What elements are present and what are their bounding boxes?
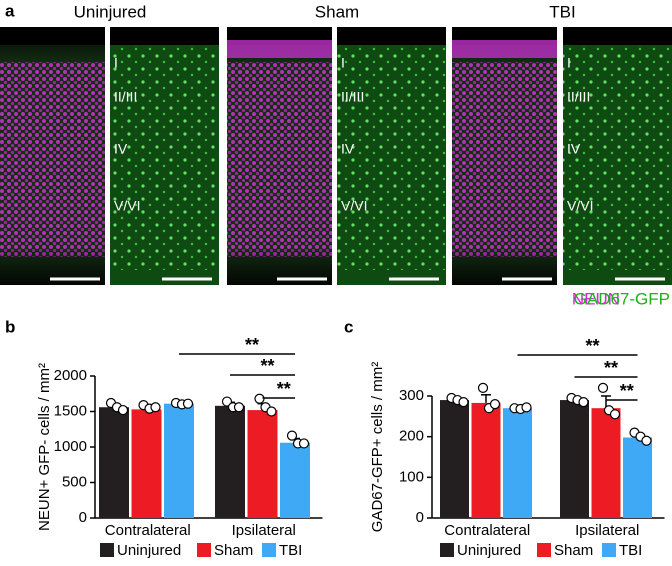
bar: [560, 400, 589, 518]
bar: [503, 408, 532, 518]
y-tick-label: 100: [399, 468, 424, 485]
layer-label: I: [567, 55, 571, 71]
gfp-cells: [110, 45, 219, 270]
group-label: TBI: [549, 2, 575, 21]
bar: [164, 403, 194, 518]
y-tick-label: 1500: [54, 402, 87, 419]
significance-label: **: [277, 379, 291, 399]
legend-gfp: GAD67-GFP: [574, 289, 670, 308]
x-tick-label: Contralateral: [105, 522, 191, 539]
y-tick-label: 0: [416, 509, 424, 526]
group-label: Sham: [315, 2, 359, 21]
significance-label: **: [260, 356, 274, 376]
bar: [591, 408, 621, 518]
legend-label: Sham: [214, 542, 253, 559]
legend-label: TBI: [279, 542, 302, 559]
bar: [280, 442, 310, 518]
y-tick-label: 0: [79, 509, 87, 526]
bar: [247, 410, 278, 518]
data-point: [298, 438, 310, 449]
layer-label: V/VI: [114, 198, 140, 214]
legend-label: Uninjured: [457, 542, 521, 559]
legend-label: Sham: [554, 542, 593, 559]
panel-label: b: [5, 317, 15, 336]
image-top: [0, 27, 105, 45]
significance-label: **: [620, 381, 634, 401]
y-tick-label: 2000: [54, 367, 87, 384]
y-axis-label: GAD67-GFP+ cells / mm²: [369, 362, 386, 532]
data-point: [641, 435, 652, 446]
data-point: [150, 402, 161, 413]
micrographs: Uninjured I II/III IV V/VI Sham I II/III IV V/VI T…: [0, 2, 672, 285]
injury-surface: [227, 40, 332, 58]
legend-label: TBI: [619, 542, 642, 559]
data-point: [521, 402, 532, 413]
legend-neun: NEUN: [572, 289, 620, 308]
x-tick-label: Ipsilateral: [575, 522, 639, 539]
data-point: [117, 404, 129, 416]
gfp-cells: [337, 45, 446, 270]
layer-label: I: [341, 55, 345, 71]
bar: [131, 409, 162, 518]
image-top: [110, 27, 219, 45]
y-tick-label: 300: [399, 387, 424, 404]
image-top: [337, 27, 446, 45]
x-tick-label: Ipsilateral: [232, 522, 296, 539]
data-point: [458, 397, 469, 408]
layer-label: IV: [114, 141, 128, 157]
bar: [99, 407, 129, 518]
layer-label: IV: [341, 141, 355, 157]
layer-label: IV: [567, 141, 581, 157]
data-point: [182, 398, 194, 409]
group-label: Uninjured: [74, 2, 147, 21]
legend-swatch: [197, 543, 211, 557]
data-point: [578, 397, 589, 408]
image-shade: [227, 27, 332, 285]
data-point: [609, 409, 621, 420]
significance-label: **: [245, 335, 259, 355]
layer-label: V/VI: [567, 198, 593, 214]
legend-label: Uninjured: [117, 542, 181, 559]
data-point: [477, 382, 489, 393]
image-shade: [452, 27, 557, 285]
bar: [440, 400, 469, 518]
image-top: [563, 27, 672, 45]
data-point: [286, 430, 298, 441]
legend-swatch: [602, 543, 616, 557]
layer-label: II/III: [567, 89, 590, 105]
image-shade: [0, 27, 105, 285]
legend-swatch: [440, 543, 454, 557]
y-axis-label: NEUN+ GFP- cells / mm²: [36, 363, 53, 531]
x-tick-label: Contralateral: [444, 522, 530, 539]
y-tick-label: 200: [399, 428, 424, 445]
y-tick-label: 1000: [54, 438, 87, 455]
legend-swatch: [262, 543, 276, 557]
bar: [215, 405, 245, 518]
significance-label: **: [585, 336, 599, 356]
data-point: [233, 402, 245, 413]
layer-label: V/VI: [341, 198, 367, 214]
layer-label: I: [114, 55, 118, 71]
legend-swatch: [100, 543, 114, 557]
data-point: [597, 382, 609, 393]
legend-swatch: [537, 543, 551, 557]
data-point: [489, 399, 501, 410]
y-tick-label: 500: [62, 473, 87, 490]
significance-label: **: [604, 358, 618, 378]
injury-surface: [452, 40, 557, 58]
layer-label: II/III: [341, 89, 364, 105]
gfp-cells: [563, 45, 672, 270]
layer-label: II/III: [114, 89, 137, 105]
panel-label: c: [344, 317, 353, 336]
bar: [471, 402, 501, 518]
bar: [623, 437, 652, 518]
data-point: [266, 406, 277, 417]
panel-label: a: [5, 1, 15, 20]
